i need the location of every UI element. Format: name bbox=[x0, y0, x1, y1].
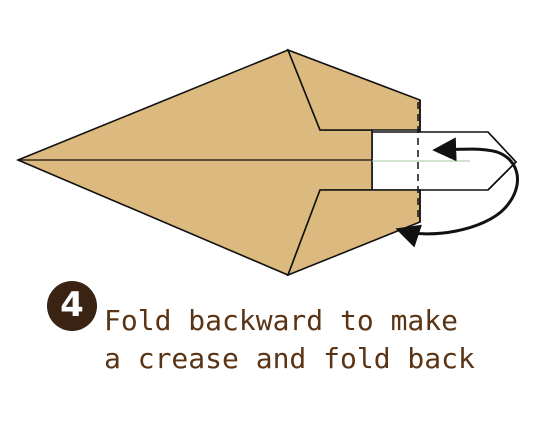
instruction-text: Fold backward to make a crease and fold … bbox=[104, 302, 514, 378]
step-number: 4 bbox=[60, 285, 84, 325]
instruction-line-1: Fold backward to make bbox=[104, 304, 459, 337]
curved-arrow-icon bbox=[395, 137, 519, 248]
instruction-line-2: a crease and fold back bbox=[104, 342, 475, 375]
step-badge: 4 bbox=[47, 281, 97, 331]
